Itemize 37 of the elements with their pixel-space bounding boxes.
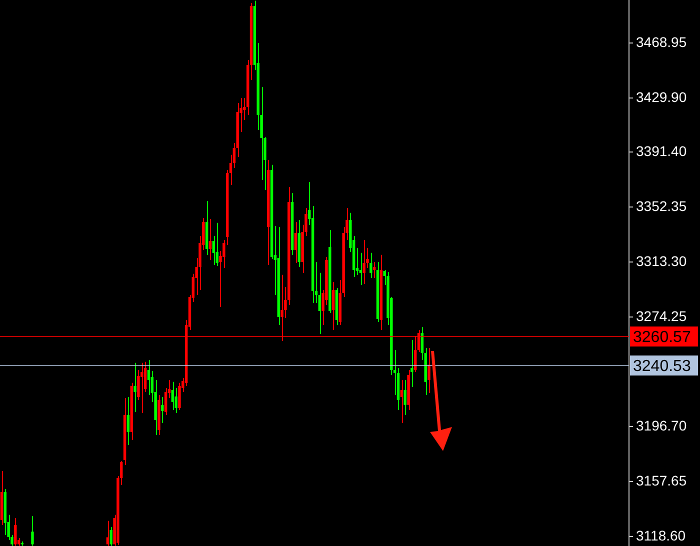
candlestick (212, 236, 216, 266)
candlestick (134, 362, 136, 412)
candlestick (171, 381, 174, 410)
y-tick-label: 3196.70 (636, 417, 687, 434)
candlestick (294, 221, 298, 264)
candlestick (216, 222, 218, 267)
candlestick (362, 239, 366, 284)
ref-line-label: 3240.53 (633, 358, 691, 375)
candlestick (14, 517, 17, 546)
candlestick (110, 526, 112, 546)
candlestick (106, 520, 110, 546)
candlestick (137, 369, 140, 400)
y-tick-label: 3157.65 (636, 472, 687, 488)
y-tick-label: 3468.95 (636, 34, 687, 50)
candlestick (428, 347, 430, 394)
y-tick-label: 3118.60 (636, 527, 686, 544)
candlestick (372, 261, 376, 278)
y-tick-label: 3352.35 (636, 198, 687, 214)
candlestick (332, 281, 335, 330)
candlestick (370, 252, 372, 278)
candlestick (126, 396, 130, 446)
candlestick (147, 359, 150, 396)
candlestick (410, 339, 414, 388)
y-tick-label: 3313.30 (636, 253, 687, 270)
candlestick (164, 387, 168, 416)
candlestick (161, 396, 164, 424)
candlestick (31, 516, 34, 546)
y-tick-label: 3391.40 (636, 143, 687, 160)
candlestick (400, 379, 404, 424)
y-tick-label: 3429.90 (636, 88, 687, 105)
candlestick (208, 218, 212, 260)
y-tick-label: 3274.25 (636, 308, 687, 324)
candlestick (359, 252, 362, 286)
candlestick (178, 382, 181, 410)
candlestick (140, 362, 144, 414)
candlestick (404, 379, 406, 416)
ref-line-label: 3260.57 (633, 328, 691, 346)
